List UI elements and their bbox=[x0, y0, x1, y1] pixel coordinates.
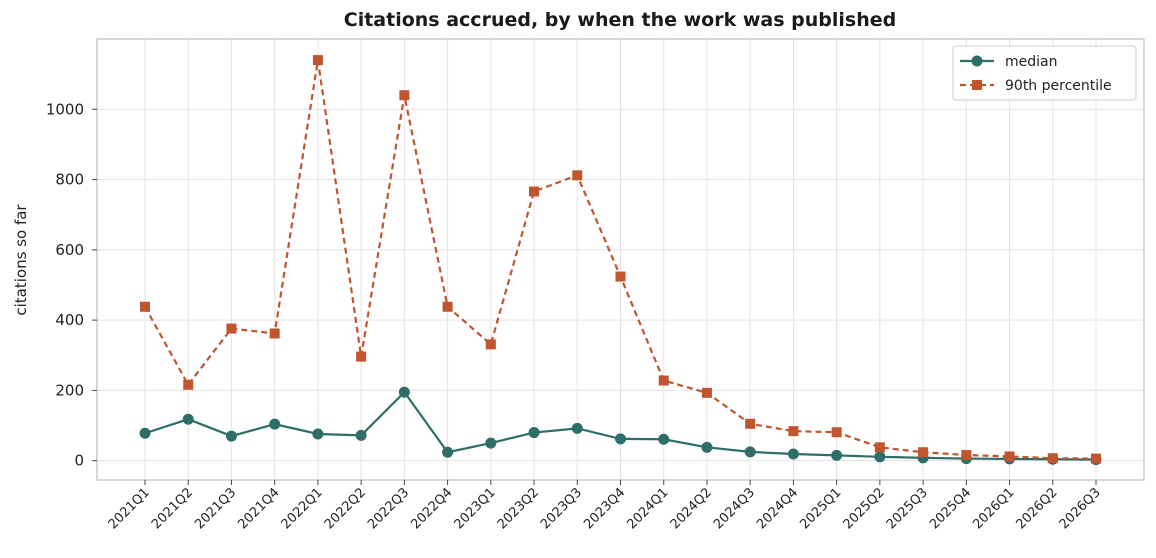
data-point bbox=[701, 387, 712, 398]
x-tick-label: 2024Q3 bbox=[711, 485, 758, 532]
legend-marker bbox=[972, 80, 982, 90]
x-tick-label: 2021Q3 bbox=[192, 485, 239, 532]
data-point bbox=[140, 301, 150, 312]
data-point bbox=[831, 449, 843, 461]
x-axis: 2021Q12021Q22021Q32021Q42022Q12022Q22022… bbox=[106, 480, 1104, 532]
series-layer bbox=[139, 55, 1102, 466]
x-tick-label: 2024Q2 bbox=[668, 485, 715, 532]
data-point bbox=[269, 418, 281, 430]
data-point bbox=[183, 379, 194, 390]
y-tick-label: 0 bbox=[74, 452, 84, 470]
x-tick-label: 2025Q2 bbox=[841, 485, 888, 532]
data-point bbox=[571, 422, 583, 434]
y-tick-label: 800 bbox=[55, 171, 84, 189]
data-point bbox=[442, 301, 453, 312]
data-point bbox=[787, 448, 799, 460]
y-tick-label: 200 bbox=[55, 381, 84, 399]
data-point bbox=[1047, 453, 1058, 464]
series-median bbox=[139, 386, 1102, 466]
y-axis: 0 200 400 600 800 1000 bbox=[46, 100, 97, 470]
legend-item: median bbox=[960, 54, 1057, 70]
data-point bbox=[1091, 453, 1101, 464]
data-point bbox=[615, 433, 626, 445]
x-tick-label: 2022Q4 bbox=[408, 485, 455, 532]
legend-marker bbox=[971, 55, 983, 67]
data-point bbox=[529, 186, 540, 197]
chart-title: Citations accrued, by when the work was … bbox=[343, 9, 897, 31]
data-point bbox=[658, 375, 669, 386]
data-point bbox=[355, 429, 367, 441]
x-tick-label: 2024Q4 bbox=[754, 485, 801, 532]
data-point bbox=[572, 170, 583, 181]
legend-item: 90th percentile bbox=[960, 78, 1112, 94]
x-tick-label: 2021Q4 bbox=[235, 485, 282, 532]
data-point bbox=[961, 450, 972, 461]
x-tick-label: 2026Q3 bbox=[1057, 485, 1104, 532]
y-tick-label: 600 bbox=[55, 241, 84, 259]
data-point bbox=[399, 90, 410, 101]
legend: median 90th percentile bbox=[952, 45, 1137, 101]
x-tick-label: 2021Q2 bbox=[149, 485, 196, 532]
legend-label: 90th percentile bbox=[1005, 78, 1112, 94]
data-point bbox=[312, 55, 323, 66]
data-point bbox=[226, 323, 237, 334]
data-point bbox=[312, 428, 324, 440]
data-point bbox=[269, 328, 280, 339]
data-point bbox=[874, 451, 886, 463]
x-tick-label: 2025Q4 bbox=[927, 485, 974, 532]
x-tick-label: 2024Q1 bbox=[624, 485, 671, 532]
x-tick-label: 2023Q1 bbox=[452, 485, 499, 532]
x-tick-label: 2025Q1 bbox=[797, 485, 844, 532]
data-point bbox=[528, 427, 540, 439]
data-point bbox=[745, 418, 756, 429]
data-point bbox=[182, 413, 194, 425]
x-tick-label: 2023Q2 bbox=[495, 485, 542, 532]
x-tick-label: 2026Q1 bbox=[970, 485, 1017, 532]
data-point bbox=[831, 427, 842, 438]
x-tick-label: 2023Q3 bbox=[538, 485, 585, 532]
y-axis-label: citations so far bbox=[12, 204, 30, 316]
data-point bbox=[139, 427, 151, 439]
data-point bbox=[918, 447, 929, 458]
data-point bbox=[356, 351, 367, 362]
y-tick-label: 400 bbox=[55, 311, 84, 329]
x-tick-label: 2022Q3 bbox=[365, 485, 412, 532]
data-point bbox=[615, 271, 626, 282]
x-tick-label: 2023Q4 bbox=[581, 485, 628, 532]
x-tick-label: 2025Q3 bbox=[884, 485, 931, 532]
data-point bbox=[788, 426, 799, 437]
grid-lines bbox=[97, 39, 1144, 480]
data-point bbox=[1004, 451, 1015, 462]
data-point bbox=[485, 437, 497, 449]
x-tick-label: 2021Q1 bbox=[106, 485, 153, 532]
x-tick-label: 2026Q2 bbox=[1014, 485, 1061, 532]
data-point bbox=[398, 386, 410, 398]
data-point bbox=[658, 433, 670, 445]
data-point bbox=[225, 430, 237, 442]
data-point bbox=[442, 446, 454, 458]
series-90th-percentile bbox=[140, 55, 1101, 464]
data-point bbox=[701, 441, 713, 453]
legend-label: median bbox=[1005, 54, 1057, 70]
legend-box bbox=[952, 45, 1137, 101]
x-tick-label: 2022Q2 bbox=[322, 485, 369, 532]
y-tick-label: 1000 bbox=[46, 100, 84, 118]
data-point bbox=[744, 446, 756, 458]
data-point bbox=[874, 442, 885, 453]
data-point bbox=[485, 339, 496, 350]
x-tick-label: 2022Q1 bbox=[279, 485, 326, 532]
